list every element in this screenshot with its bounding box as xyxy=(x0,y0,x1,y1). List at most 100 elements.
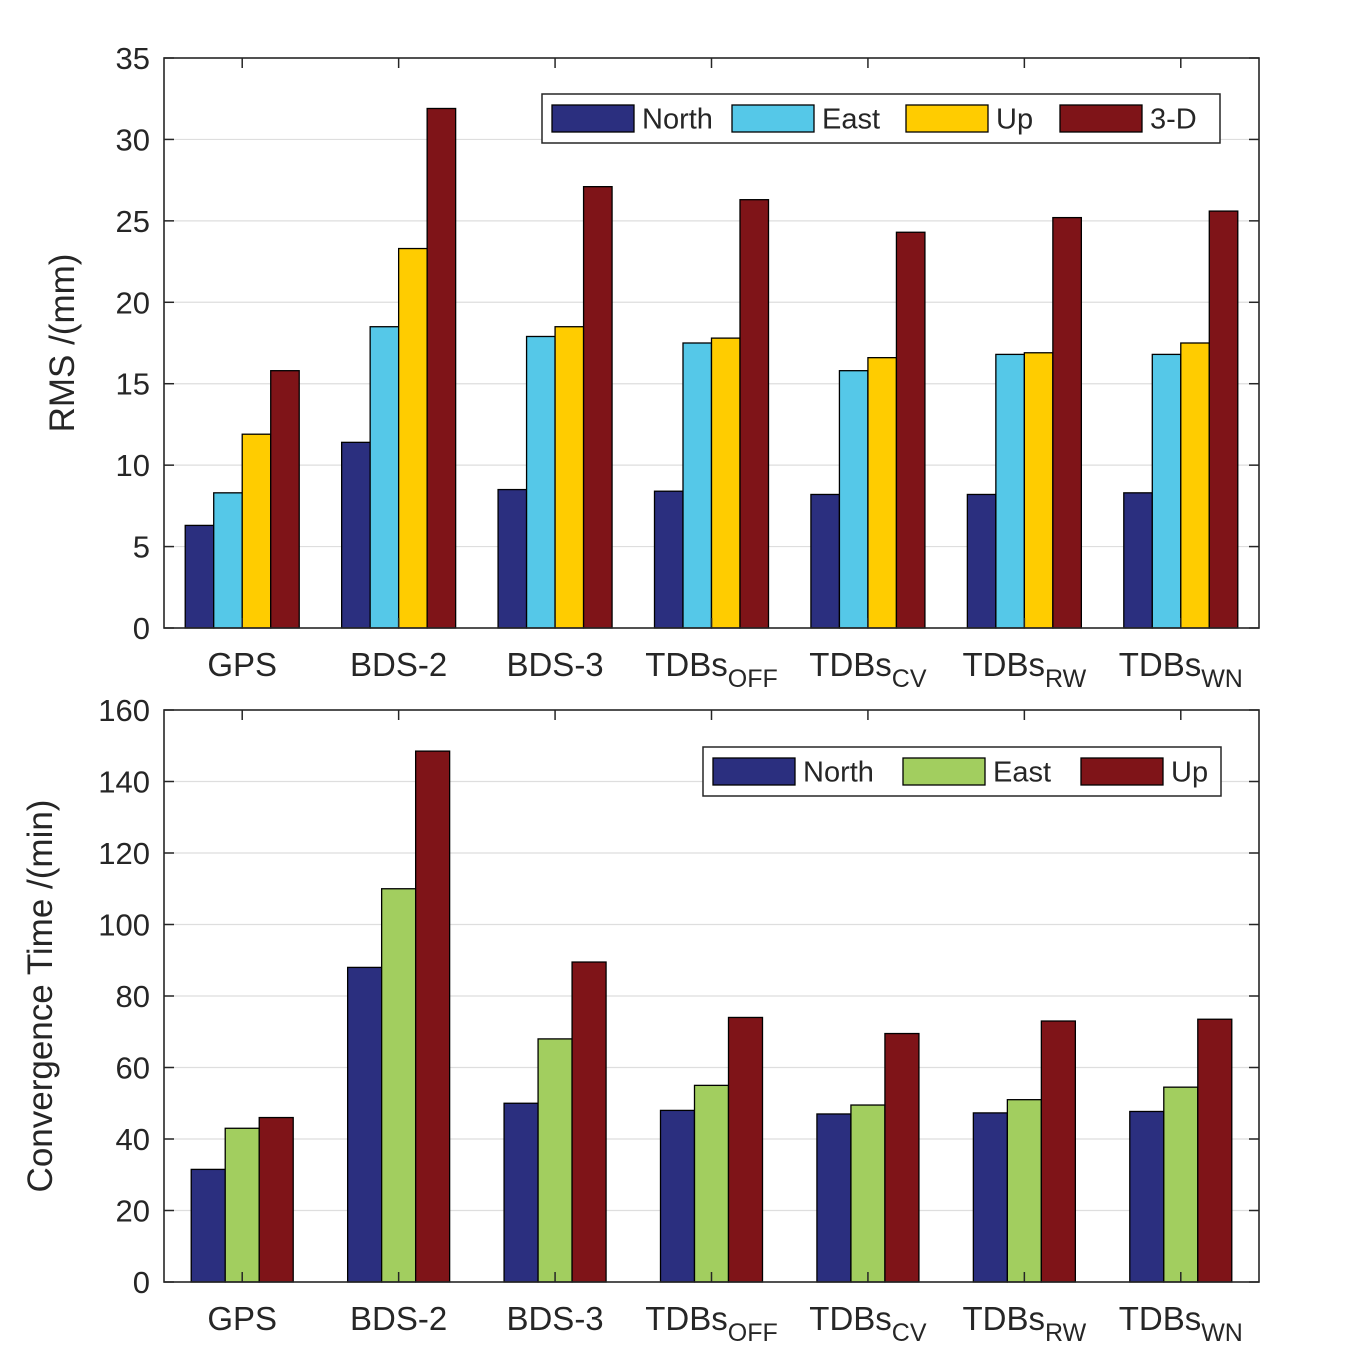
bar-up-5 xyxy=(867,357,898,629)
x-tick-label-subscript: OFF xyxy=(728,1319,778,1347)
bar-east-6 xyxy=(1006,1099,1043,1283)
bar-up-7 xyxy=(1180,342,1210,629)
bar-north-6 xyxy=(972,1112,1009,1283)
bar-east-3 xyxy=(525,335,556,629)
bar-east-6 xyxy=(995,353,1026,629)
x-tick-label-base: TDBs xyxy=(645,646,728,683)
x-tick-label-subscript: WN xyxy=(1201,665,1243,693)
legend-swatch-3-d xyxy=(1059,104,1143,133)
bar-up-6 xyxy=(1040,1020,1077,1283)
bar-up-2 xyxy=(397,247,428,629)
x-tick-label-base: BDS-2 xyxy=(350,1300,447,1337)
y-axis-label: RMS /(mm) xyxy=(43,254,82,433)
x-tick-label: TDBsOFF xyxy=(645,646,778,693)
y-tick-label: 20 xyxy=(116,285,150,320)
y-tick-label: 10 xyxy=(116,448,150,483)
bar-east-7 xyxy=(1163,1086,1199,1283)
x-tick-label: GPS xyxy=(207,1300,277,1337)
bar-north-4 xyxy=(659,1109,696,1283)
bar-3-d-5 xyxy=(895,231,926,629)
bar-north-4 xyxy=(653,490,684,629)
legend-swatch-east xyxy=(902,757,986,786)
bar-3-d-3 xyxy=(582,186,613,629)
x-tick-label-subscript: CV xyxy=(892,1319,927,1347)
x-tick-label-base: TDBs xyxy=(1119,1300,1202,1337)
bar-up-4 xyxy=(727,1016,764,1283)
x-tick-label: TDBsCV xyxy=(809,646,927,693)
x-tick-label-subscript: WN xyxy=(1201,1319,1243,1347)
bar-north-6 xyxy=(966,493,997,629)
legend-label-east: East xyxy=(993,757,1051,789)
y-tick-label: 15 xyxy=(116,367,150,402)
bar-east-5 xyxy=(838,370,869,629)
y-tick-label: 5 xyxy=(133,530,150,565)
x-tick-label-base: TDBs xyxy=(645,1300,728,1337)
y-tick-label: 140 xyxy=(98,765,150,800)
bar-east-4 xyxy=(693,1084,730,1283)
x-tick-label-base: GPS xyxy=(207,646,277,683)
x-tick-label: TDBsCV xyxy=(809,1300,927,1347)
bar-up-1 xyxy=(258,1116,294,1283)
legend-label-up: Up xyxy=(1171,757,1208,789)
x-tick-label-base: TDBs xyxy=(963,1300,1046,1337)
x-tick-label: BDS-3 xyxy=(506,646,603,683)
legend-swatch-up xyxy=(905,104,989,133)
y-tick-label: 0 xyxy=(133,611,150,646)
x-tick-label-base: BDS-3 xyxy=(506,1300,603,1337)
x-tick-label: BDS-2 xyxy=(350,1300,447,1337)
x-tick-label-base: GPS xyxy=(207,1300,277,1337)
x-tick-label-base: TDBs xyxy=(809,646,892,683)
x-tick-label: TDBsOFF xyxy=(645,1300,778,1347)
x-tick-label-subscript: RW xyxy=(1045,665,1087,693)
legend: North East Up 3-D xyxy=(541,93,1221,144)
bar-east-5 xyxy=(850,1104,886,1283)
bar-up-3 xyxy=(571,961,607,1283)
x-tick-label: TDBsWN xyxy=(1119,1300,1243,1347)
bar-3-d-2 xyxy=(426,107,457,629)
bar-up-3 xyxy=(554,326,585,629)
x-tick-label-base: BDS-3 xyxy=(506,646,603,683)
bar-north-1 xyxy=(190,1168,226,1283)
bar-3-d-6 xyxy=(1052,216,1083,629)
bar-north-2 xyxy=(346,966,383,1283)
legend-swatch-up xyxy=(1080,757,1164,786)
bar-north-3 xyxy=(497,488,528,629)
x-tick-label-subscript: RW xyxy=(1045,1319,1087,1347)
x-tick-label: TDBsRW xyxy=(963,646,1087,693)
bar-3-d-4 xyxy=(739,199,770,629)
bar-3-d-1 xyxy=(270,370,300,629)
x-tick-label-base: BDS-2 xyxy=(350,646,447,683)
x-tick-label-base: TDBs xyxy=(963,646,1046,683)
bar-up-2 xyxy=(414,750,451,1283)
bar-east-7 xyxy=(1151,353,1182,629)
bar-north-5 xyxy=(810,493,841,629)
x-tick-label: BDS-3 xyxy=(506,1300,603,1337)
y-tick-label: 40 xyxy=(116,1122,150,1157)
y-tick-label: 100 xyxy=(98,908,150,943)
bar-north-3 xyxy=(503,1102,539,1283)
y-tick-label: 25 xyxy=(116,204,150,239)
y-tick-label: 35 xyxy=(116,41,150,76)
bar-north-1 xyxy=(184,524,215,629)
y-tick-label: 20 xyxy=(116,1194,150,1229)
legend-swatch-east xyxy=(731,104,815,133)
bar-east-1 xyxy=(213,492,243,629)
x-tick-label-subscript: OFF xyxy=(728,665,778,693)
x-tick-label-base: TDBs xyxy=(1119,646,1202,683)
legend-swatch-north xyxy=(551,104,635,133)
y-tick-label: 30 xyxy=(116,122,150,157)
x-tick-label: TDBsRW xyxy=(963,1300,1087,1347)
y-tick-label: 80 xyxy=(116,979,150,1014)
bar-north-7 xyxy=(1123,492,1153,629)
bar-east-2 xyxy=(380,888,417,1283)
bar-north-7 xyxy=(1129,1110,1165,1283)
bar-up-6 xyxy=(1023,352,1054,629)
y-axis-label: Convergence Time /(min) xyxy=(21,800,60,1193)
bar-east-4 xyxy=(682,342,713,629)
y-tick-label: 60 xyxy=(116,1051,150,1086)
bar-3-d-7 xyxy=(1208,210,1239,629)
legend: North East Up xyxy=(702,746,1222,797)
